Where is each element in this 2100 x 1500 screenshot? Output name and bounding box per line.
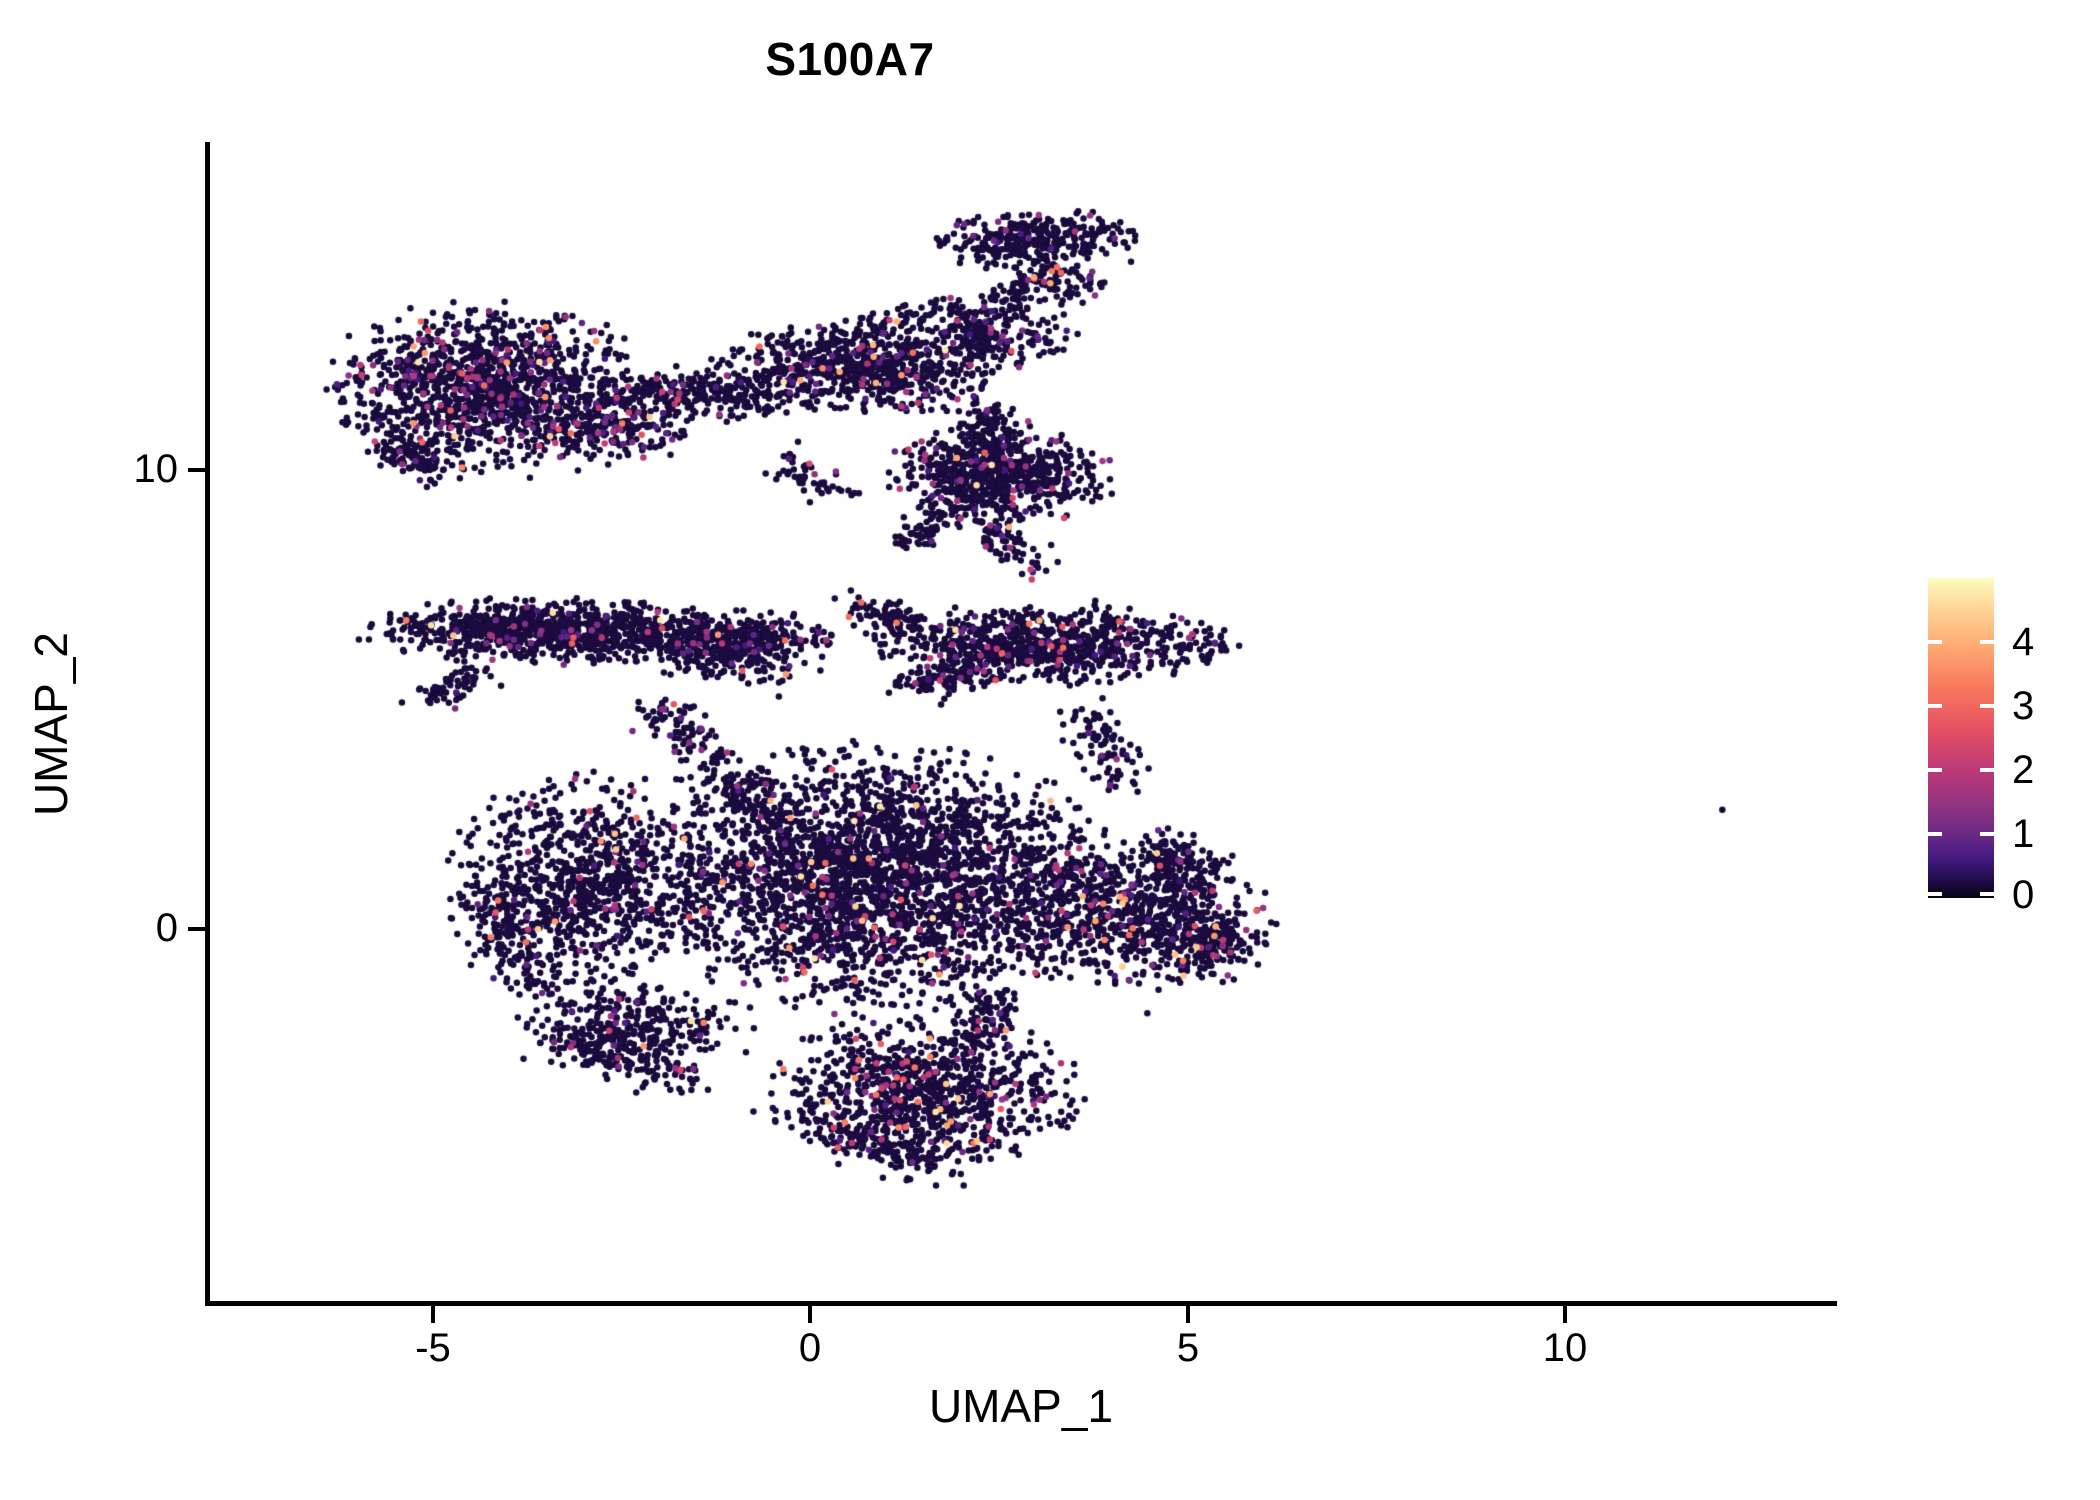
colorbar-tick-2 <box>1928 768 1942 772</box>
colorbar-tick-0b <box>1980 892 1994 896</box>
colorbar-label-2: 2 <box>2012 748 2035 792</box>
colorbar-tick-1b <box>1980 832 1994 836</box>
x-tick-1 <box>808 1306 812 1323</box>
y-axis-line <box>205 142 210 1306</box>
colorbar-tick-0 <box>1928 892 1942 896</box>
x-tick-label-3: 10 <box>1542 1326 1588 1370</box>
colorbar-tick-3 <box>1928 704 1942 708</box>
colorbar-label-3: 3 <box>2012 684 2035 728</box>
colorbar-tick-4b <box>1980 640 1994 644</box>
scatter-canvas <box>210 142 1837 1301</box>
y-tick-label-0: 0 <box>155 906 178 950</box>
x-tick-0 <box>431 1306 435 1323</box>
colorbar-tick-3b <box>1980 704 1994 708</box>
colorbar-tick-4 <box>1928 640 1942 644</box>
x-tick-2 <box>1186 1306 1190 1323</box>
x-axis-title: UMAP_1 <box>928 1380 1114 1432</box>
page-title: S100A7 <box>765 33 935 85</box>
color-legend: 4 3 2 1 0 <box>1928 578 2078 915</box>
x-tick-label-2: 5 <box>1176 1326 1200 1370</box>
colorbar-label-1: 1 <box>2012 812 2035 856</box>
y-tick-1 <box>188 468 205 472</box>
colorbar-label-4: 4 <box>2012 620 2035 664</box>
y-axis-title: UMAP_2 <box>25 631 77 817</box>
x-tick-label-0: -5 <box>415 1326 451 1370</box>
x-tick-label-1: 0 <box>798 1326 822 1370</box>
colorbar-tick-1 <box>1928 832 1942 836</box>
y-tick-0 <box>188 927 205 931</box>
colorbar-label-0: 0 <box>2012 873 2035 917</box>
y-tick-label-1: 10 <box>133 447 179 491</box>
scatter-plot-panel <box>210 142 1837 1301</box>
colorbar-gradient <box>1928 578 1994 898</box>
colorbar-tick-2b <box>1980 768 1994 772</box>
x-axis-line <box>205 1301 1837 1306</box>
x-tick-3 <box>1563 1306 1567 1323</box>
